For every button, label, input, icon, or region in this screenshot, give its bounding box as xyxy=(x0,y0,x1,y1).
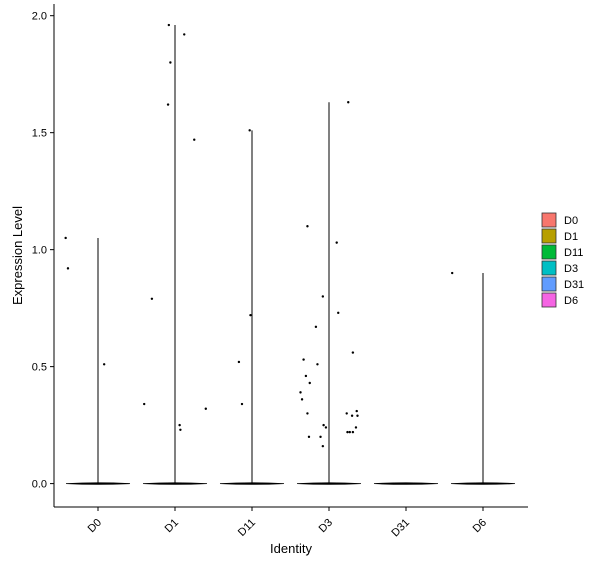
data-point xyxy=(167,23,171,27)
legend-label-d11: D11 xyxy=(564,247,583,259)
data-point xyxy=(451,271,454,275)
legend-label-d1: D1 xyxy=(564,231,578,243)
data-point xyxy=(248,129,251,132)
y-tick-label: 0.0 xyxy=(32,479,47,491)
violin-d6 xyxy=(450,482,516,485)
legend-swatch-d0 xyxy=(541,212,557,228)
legend-swatch-d11 xyxy=(541,244,557,260)
data-point xyxy=(345,412,348,415)
x-tick-label: D3 xyxy=(317,517,335,535)
data-point xyxy=(351,430,355,434)
data-point xyxy=(237,360,241,364)
data-point xyxy=(299,391,302,394)
data-point xyxy=(335,241,338,244)
data-point xyxy=(150,297,154,300)
legend-label-d0: D0 xyxy=(564,215,578,227)
data-point xyxy=(143,402,146,406)
violin-d1 xyxy=(142,482,208,485)
data-point xyxy=(249,313,252,317)
legend-label-d3: D3 xyxy=(564,263,578,275)
data-point xyxy=(179,428,182,431)
legend-swatch-d6 xyxy=(541,292,557,308)
data-point xyxy=(356,414,359,417)
data-point xyxy=(350,414,354,417)
data-point xyxy=(306,225,309,228)
violin-d3 xyxy=(296,482,362,485)
data-point xyxy=(351,351,355,354)
data-point xyxy=(102,363,106,366)
y-tick-label: 1.5 xyxy=(32,128,47,140)
data-point xyxy=(204,407,207,410)
data-point xyxy=(240,402,244,406)
y-axis-title: Expression Level xyxy=(10,206,25,305)
data-point xyxy=(347,101,350,104)
data-point xyxy=(64,236,67,240)
data-point xyxy=(169,61,172,64)
data-point xyxy=(354,426,358,429)
legend-swatch-d1 xyxy=(541,228,557,244)
data-point xyxy=(321,444,325,448)
x-tick-label: D11 xyxy=(236,517,258,539)
y-tick-label: 0.5 xyxy=(32,362,47,374)
y-tick-label: 1.0 xyxy=(32,245,47,257)
legend-swatch-d31 xyxy=(541,276,557,292)
data-point xyxy=(178,423,181,427)
data-point xyxy=(319,435,322,439)
data-point xyxy=(324,426,328,429)
x-axis-title: Identity xyxy=(270,541,312,556)
data-point xyxy=(321,295,325,298)
x-tick-label: D0 xyxy=(86,517,104,535)
x-tick-label: D31 xyxy=(389,517,412,540)
data-point xyxy=(346,430,349,434)
data-point xyxy=(304,374,308,378)
marks-layer xyxy=(64,23,516,485)
data-point xyxy=(316,363,319,366)
data-point xyxy=(306,412,309,415)
x-tick-label: D6 xyxy=(471,517,489,535)
x-tick-label: D1 xyxy=(163,517,181,535)
legend-swatch-d3 xyxy=(541,260,557,276)
data-point xyxy=(322,423,325,427)
y-tick-label: 2.0 xyxy=(32,11,47,23)
data-point xyxy=(307,435,311,439)
legend-label-d6: D6 xyxy=(564,295,578,307)
data-point xyxy=(66,267,70,270)
labels-layer: 0.0 0.5 1.0 1.5 2.0 D0 D1 D11 D3 D31 D6 Identity Exp… xyxy=(10,11,489,556)
violin-d0 xyxy=(65,482,131,485)
legend: D0 D1 D11 D3 D31 D6 xyxy=(541,212,584,308)
data-point xyxy=(308,381,311,385)
data-point xyxy=(183,33,186,36)
data-point xyxy=(348,430,351,434)
data-point xyxy=(302,358,305,361)
violin-d11 xyxy=(219,482,285,485)
data-point xyxy=(314,325,318,329)
axes-layer xyxy=(50,4,528,511)
data-point xyxy=(355,409,358,413)
legend-label-d31: D31 xyxy=(564,279,584,291)
data-point xyxy=(166,103,170,106)
data-point xyxy=(193,138,196,141)
data-point xyxy=(337,311,340,315)
violin-d31 xyxy=(373,482,439,485)
data-point xyxy=(300,398,304,401)
